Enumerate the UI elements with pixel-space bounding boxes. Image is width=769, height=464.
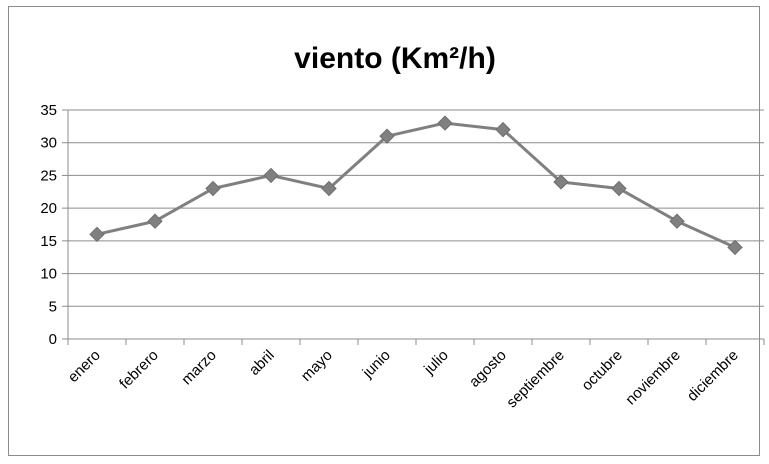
x-tick-label: julio: [420, 347, 452, 379]
data-point-marker: [495, 121, 511, 138]
data-point-marker: [553, 174, 569, 190]
y-tick-label: 15: [40, 233, 57, 250]
x-tick-label: febrero: [116, 347, 162, 393]
x-tick-label: abril: [246, 347, 278, 379]
x-tick-label: octubre: [578, 347, 625, 394]
y-tick-label: 5: [49, 298, 57, 315]
series-line: [89, 115, 743, 256]
x-tick-label: mayo: [298, 347, 336, 385]
data-point-marker: [379, 128, 395, 144]
y-tick-label: 35: [40, 102, 57, 119]
chart-frame: [8, 6, 760, 456]
data-point-marker: [669, 213, 685, 229]
x-tick-label: septiembre: [503, 347, 567, 411]
x-tick-label: junio: [359, 347, 394, 382]
data-point-marker: [611, 180, 627, 197]
x-axis: enero febrero marzo abril mayo junio julio agos…: [65, 110, 765, 411]
data-point-marker: [263, 167, 279, 184]
y-tick-label: 20: [40, 200, 57, 217]
gridlines: [68, 109, 764, 307]
y-tick-label: 25: [40, 167, 57, 184]
data-point-marker: [437, 115, 453, 131]
data-point-marker: [727, 239, 743, 256]
y-axis-ticks: 0 5 10 15 20 25 30 35: [40, 102, 68, 348]
data-point-marker: [89, 226, 105, 243]
x-tick-label: agosto: [466, 347, 510, 391]
y-tick-label: 0: [49, 331, 57, 348]
data-point-marker: [205, 180, 221, 197]
y-tick-label: 10: [40, 266, 57, 283]
x-tick-label: marzo: [178, 347, 219, 388]
x-tick-label: noviembre: [622, 347, 684, 409]
chart-title: viento (Km²/h): [294, 42, 496, 75]
data-point-marker: [321, 180, 337, 197]
x-tick-label: enero: [65, 347, 104, 386]
x-tick-label: diciembre: [684, 347, 742, 405]
data-point-marker: [147, 213, 163, 229]
y-tick-label: 30: [40, 135, 57, 152]
series-path: [96, 121, 736, 249]
